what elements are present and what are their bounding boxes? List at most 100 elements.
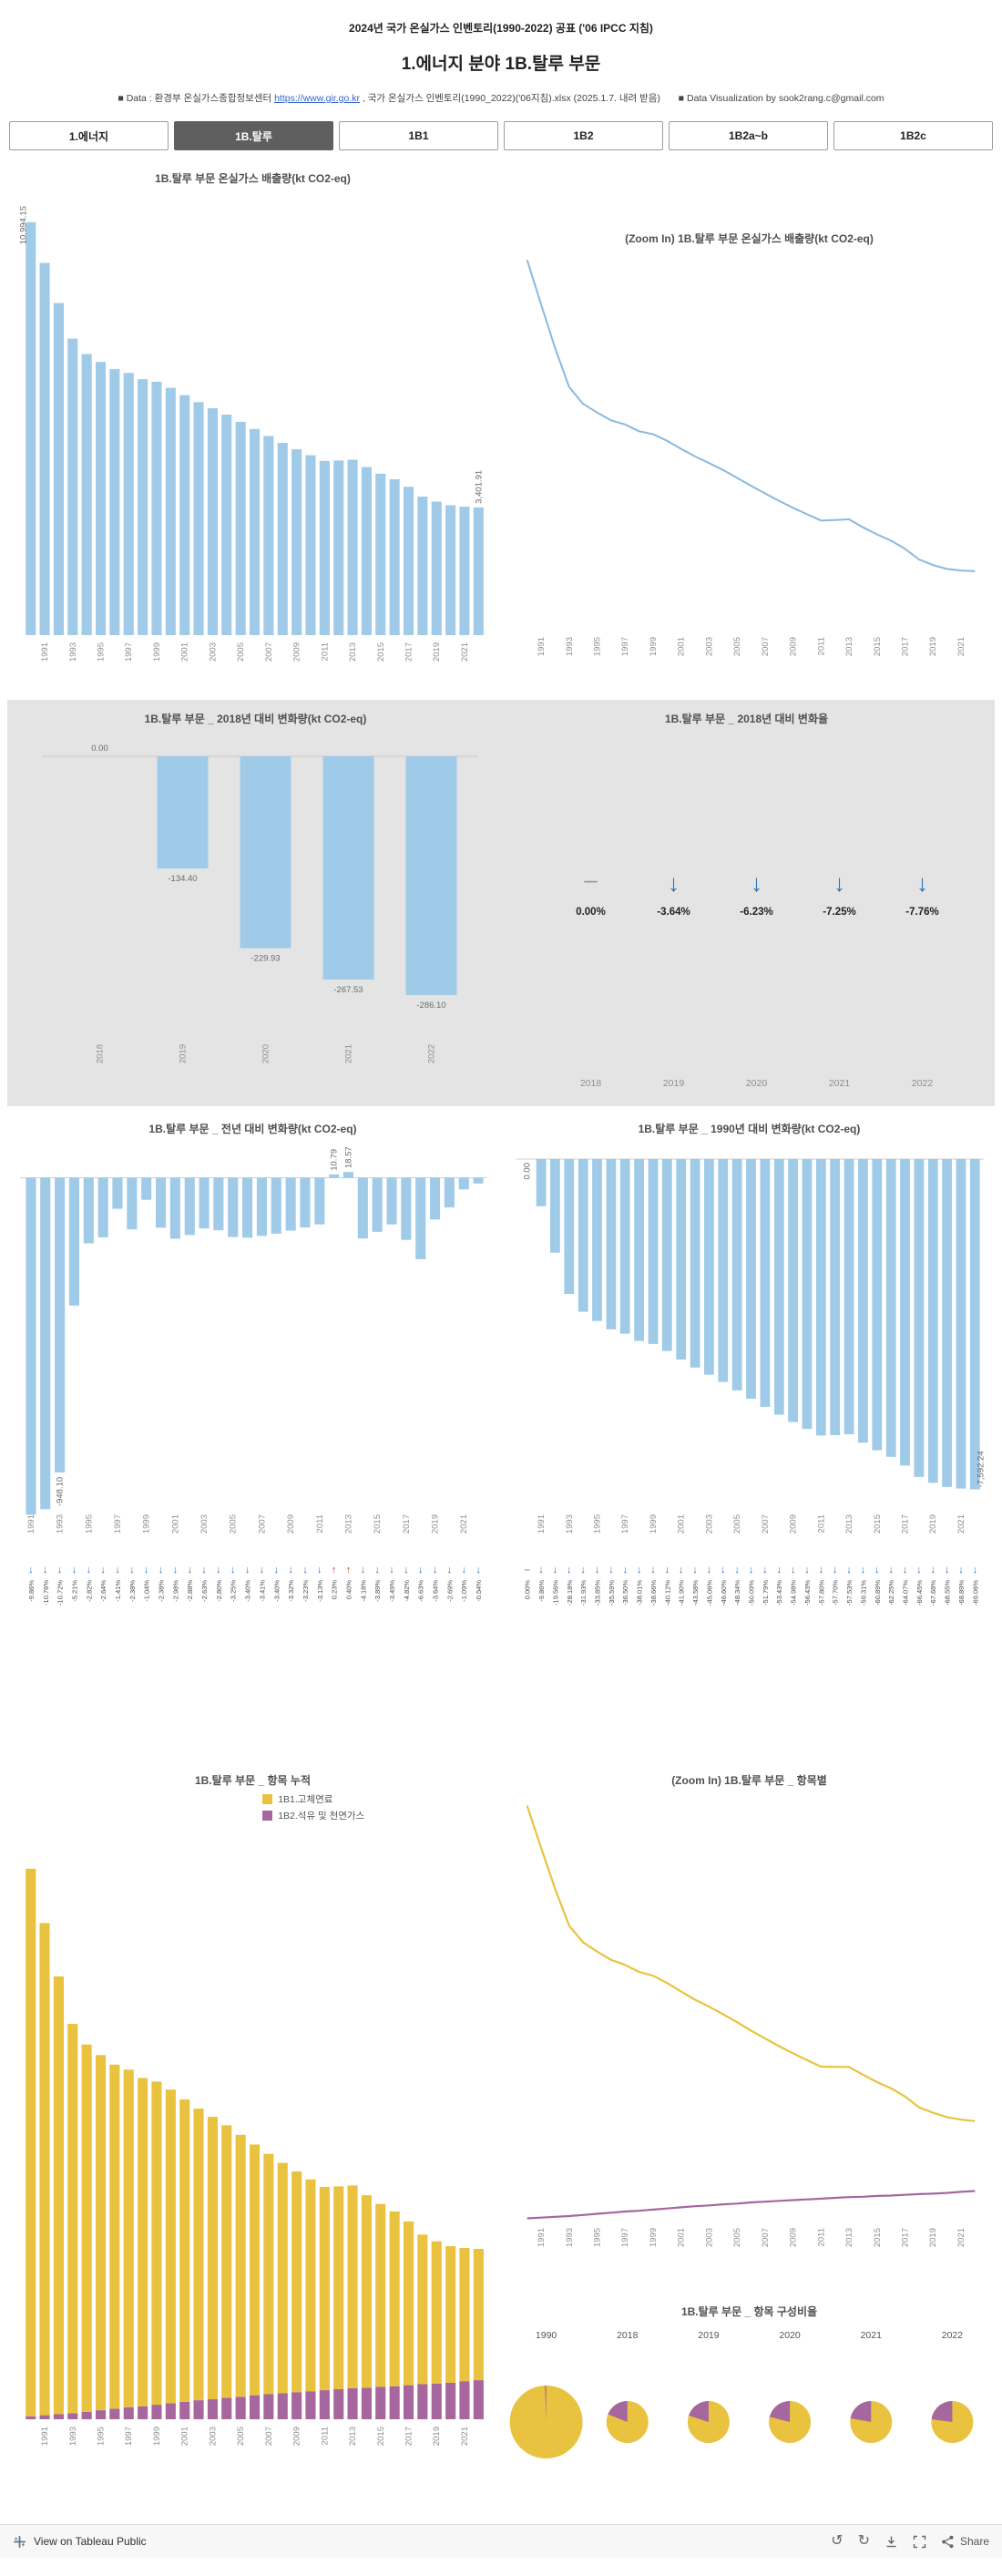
svg-text:-7.25%: -7.25% xyxy=(823,907,855,918)
chart-title-pies: 1B.탈루 부문 _ 항목 구성비율 xyxy=(680,2305,818,2318)
svg-text:↓: ↓ xyxy=(762,1565,768,1575)
svg-text:2015: 2015 xyxy=(376,2427,386,2446)
svg-text:-948.10: -948.10 xyxy=(56,1477,66,1506)
svg-text:2011: 2011 xyxy=(320,2427,330,2445)
vs1990-change-chart[interactable]: 1991 1993 1995 1997 1999 2001 2003 2005 2007 2009… xyxy=(506,1141,993,1674)
svg-text:1999: 1999 xyxy=(649,2228,659,2247)
svg-text:2001: 2001 xyxy=(180,642,190,662)
svg-text:↓: ↓ xyxy=(833,869,845,897)
svg-text:-2.82%: -2.82% xyxy=(85,1580,93,1602)
composition-pie-charts[interactable]: 1990 2018 2019 2020 2021 2022 xyxy=(506,2324,993,2506)
fullscreen-icon[interactable] xyxy=(913,2535,926,2549)
svg-text:↓: ↓ xyxy=(958,1565,964,1575)
svg-text:2009: 2009 xyxy=(286,1514,296,1534)
svg-text:↓: ↓ xyxy=(846,1565,852,1575)
tab-1b-fugitive[interactable]: 1B.탈루 xyxy=(174,121,333,150)
svg-text:↓: ↓ xyxy=(665,1565,670,1575)
svg-text:↓: ↓ xyxy=(595,1565,600,1575)
source-suffix: , 국가 온실가스 인벤토리(1990_2022)('06지침).xlsx (2… xyxy=(362,93,660,104)
svg-text:0.00%: 0.00% xyxy=(576,907,606,918)
svg-text:↓: ↓ xyxy=(187,1565,192,1575)
category-zoom-line-chart[interactable]: 1991 1993 1995 1997 1999 2001 2003 2005 2007 2009… xyxy=(506,1792,993,2289)
svg-text:-57.70%: -57.70% xyxy=(832,1580,840,1606)
svg-text:-2.38%: -2.38% xyxy=(158,1580,166,1602)
svg-text:↓: ↓ xyxy=(930,1565,936,1575)
delta2018-bar-chart[interactable]: 0.00 -134.40 -229.93 -267.53 -286.10 2018 2019… xyxy=(15,731,496,1103)
redo-icon[interactable]: ↻ xyxy=(857,2533,870,2549)
report-subtitle: 2024년 국가 온실가스 인벤토리(1990-2022) 공표 ('06 IP… xyxy=(349,22,653,35)
svg-text:2011: 2011 xyxy=(816,2228,826,2246)
svg-text:↓: ↓ xyxy=(650,1565,656,1575)
svg-text:↓: ↓ xyxy=(374,1565,380,1575)
svg-text:2019: 2019 xyxy=(928,1514,938,1534)
legend-item-1b2[interactable]: 1B2.석유 및 천연가스 xyxy=(262,1809,496,1822)
tab-1b1[interactable]: 1B1 xyxy=(339,121,498,150)
svg-text:1991: 1991 xyxy=(537,2228,547,2247)
svg-text:2022: 2022 xyxy=(912,1078,934,1089)
svg-text:-38.66%: -38.66% xyxy=(649,1580,658,1606)
svg-text:2013: 2013 xyxy=(844,637,854,656)
yoy-change-chart[interactable]: 1991 1993 1995 1997 1999 2001 2003 2005 2007 2009… xyxy=(9,1141,496,1674)
category-stacked-chart[interactable]: 1991 1993 1995 1997 1999 2001 2003 2005 2007 2009… xyxy=(9,1829,496,2503)
tab-1b2[interactable]: 1B2 xyxy=(504,121,663,150)
svg-text:↓: ↓ xyxy=(567,1565,572,1575)
delta2018-rate-chart[interactable]: – 0.00% ↓ -3.64% ↓ -6.23% ↓ -7.25% ↓ -7.76% 2018 20… xyxy=(506,731,987,1103)
share-button[interactable]: Share xyxy=(941,2535,989,2549)
svg-text:-4.82%: -4.82% xyxy=(403,1580,411,1602)
tab-energy[interactable]: 1.에너지 xyxy=(9,121,169,150)
gir-link[interactable]: https://www.gir.go.kr xyxy=(274,93,361,104)
emissions-bar-chart[interactable]: 1991 1993 1995 1997 1999 2001 2003 2005 2007 2009… xyxy=(9,190,496,687)
emissions-zoom-line-chart[interactable]: 1991 1993 1995 1997 1999 2001 2003 2005 2007 2009… xyxy=(506,251,993,683)
svg-text:↓: ↓ xyxy=(447,1565,453,1575)
svg-text:0.40%: 0.40% xyxy=(344,1580,353,1600)
tab-1b2c[interactable]: 1B2c xyxy=(833,121,993,150)
svg-text:-4.18%: -4.18% xyxy=(359,1580,367,1602)
view-label: View on Tableau Public xyxy=(34,2535,147,2548)
svg-text:-50.09%: -50.09% xyxy=(748,1580,756,1606)
svg-text:↓: ↓ xyxy=(230,1565,236,1575)
tab-1b2a-b[interactable]: 1B2a~b xyxy=(669,121,828,150)
undo-icon[interactable]: ↺ xyxy=(831,2533,844,2549)
svg-text:1991: 1991 xyxy=(40,642,50,662)
svg-text:0.23%: 0.23% xyxy=(331,1580,339,1600)
sheet-tabs: 1.에너지 1B.탈루 1B1 1B2 1B2a~b 1B2c xyxy=(0,116,1002,156)
svg-text:1991: 1991 xyxy=(537,637,547,656)
svg-text:2015: 2015 xyxy=(873,637,883,656)
svg-text:1995: 1995 xyxy=(593,637,603,656)
svg-text:10.79: 10.79 xyxy=(330,1149,340,1171)
svg-text:2021: 2021 xyxy=(460,2427,470,2446)
svg-text:↓: ↓ xyxy=(916,869,928,897)
svg-text:2019: 2019 xyxy=(928,2228,938,2247)
chart-title-yoy: 1B.탈루 부문 _ 전년 대비 변화량(kt CO2-eq) xyxy=(148,1123,357,1135)
svg-text:2021: 2021 xyxy=(861,2330,883,2341)
chart-title-vs1990: 1B.탈루 부문 _ 1990년 대비 변화량(kt CO2-eq) xyxy=(638,1123,861,1135)
svg-text:2009: 2009 xyxy=(789,1514,799,1534)
svg-text:1997: 1997 xyxy=(124,642,134,662)
row-emissions: 1B.탈루 부문 온실가스 배출량(kt CO2-eq) 1991 1993 199… xyxy=(0,167,1002,687)
svg-text:2021: 2021 xyxy=(956,2228,966,2247)
svg-text:↓: ↓ xyxy=(668,869,680,897)
legend-label-1b1: 1B1.고체연료 xyxy=(278,1794,333,1805)
view-on-tableau-link[interactable]: View on Tableau Public xyxy=(13,2535,147,2549)
svg-text:↓: ↓ xyxy=(888,1565,894,1575)
svg-text:2001: 2001 xyxy=(677,1514,687,1534)
svg-text:2021: 2021 xyxy=(459,1514,469,1534)
svg-text:1993: 1993 xyxy=(68,2427,78,2446)
svg-text:1993: 1993 xyxy=(565,1514,575,1534)
svg-text:-51.79%: -51.79% xyxy=(762,1580,770,1606)
panel-delta2018-rate: 1B.탈루 부문 _ 2018년 대비 변화율 – 0.00% ↓ -3.64% ↓ -6… xyxy=(506,707,987,1103)
download-icon[interactable] xyxy=(884,2535,898,2549)
svg-text:↓: ↓ xyxy=(115,1565,120,1575)
svg-text:2011: 2011 xyxy=(315,1514,325,1533)
svg-text:-46.60%: -46.60% xyxy=(720,1580,728,1606)
svg-text:↓: ↓ xyxy=(751,869,762,897)
legend-item-1b1[interactable]: 1B1.고체연료 xyxy=(262,1792,496,1806)
svg-text:↑: ↑ xyxy=(332,1565,337,1575)
svg-text:-66.45%: -66.45% xyxy=(915,1580,924,1606)
svg-text:2001: 2001 xyxy=(677,2228,687,2247)
svg-text:-5.21%: -5.21% xyxy=(70,1580,78,1602)
svg-text:-38.01%: -38.01% xyxy=(636,1580,644,1606)
svg-text:-68.55%: -68.55% xyxy=(944,1580,952,1606)
svg-text:2013: 2013 xyxy=(844,1514,854,1534)
right-column: (Zoom In) 1B.탈루 부문 _ 항목별 1991 1993 1995 199… xyxy=(506,1769,993,2506)
